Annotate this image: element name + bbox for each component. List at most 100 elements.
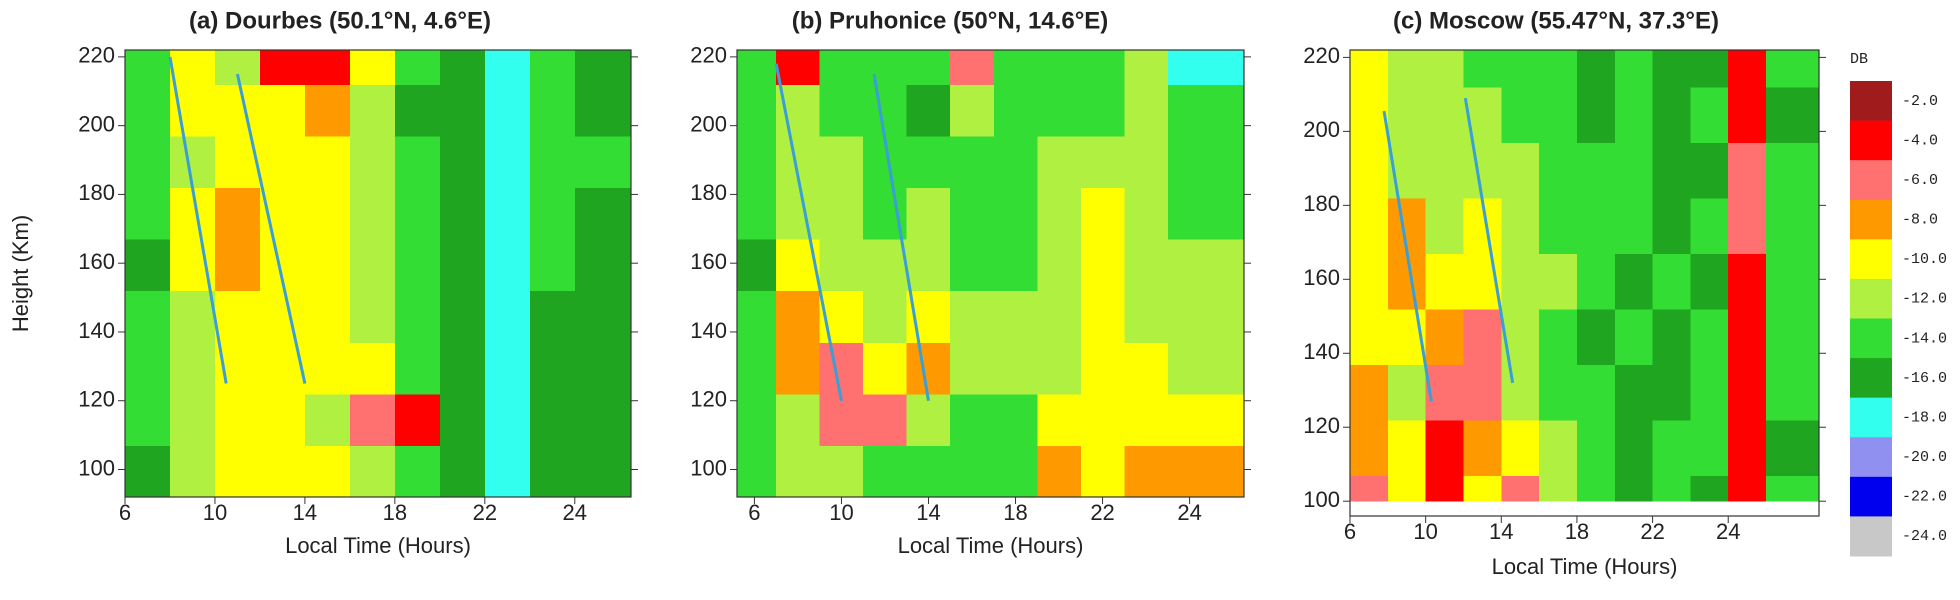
y-tick-label: 220	[78, 43, 115, 68]
heatmap-cell	[1350, 419, 1389, 476]
heatmap-cell	[304, 135, 351, 189]
heatmap-cells	[737, 50, 1245, 498]
x-axis-title: Local Time (Hours)	[898, 533, 1084, 558]
heatmap-cell	[529, 445, 576, 498]
heatmap-cell	[1539, 364, 1578, 421]
heatmap-cell	[1387, 86, 1427, 143]
heatmap-cell	[259, 50, 306, 85]
heatmap-cell	[950, 393, 995, 446]
y-tick-label: 200	[78, 111, 115, 136]
heatmap-cell	[1167, 135, 1245, 189]
heatmap-cell	[1080, 393, 1125, 446]
heatmap-cell	[1124, 135, 1169, 189]
heatmap-cell	[394, 187, 441, 240]
heatmap-cell	[1728, 142, 1767, 199]
heatmap-cell	[394, 84, 441, 137]
y-tick-label: 200	[1303, 117, 1340, 142]
heatmap-cell	[349, 393, 396, 446]
heatmap-cell	[304, 342, 351, 395]
heatmap-cell	[574, 84, 632, 137]
heatmap-cell	[863, 445, 908, 498]
heatmap-cell	[1167, 393, 1245, 446]
heatmap-cell	[439, 84, 486, 137]
heatmap-cell	[484, 239, 531, 292]
x-tick-label: 6	[119, 500, 131, 525]
heatmap-cell	[819, 84, 864, 137]
heatmap-cell	[1728, 308, 1767, 365]
annotation-line	[1382, 110, 1433, 402]
heatmap-cell	[737, 239, 777, 292]
heatmap-cell	[863, 290, 908, 343]
heatmap-cell	[776, 290, 821, 343]
heatmap-cell	[304, 393, 351, 446]
heatmap-cell	[1463, 308, 1502, 365]
x-tick-label: 18	[383, 500, 407, 525]
heatmap-cell	[1576, 308, 1616, 365]
y-tick-label: 220	[690, 43, 727, 68]
heatmap-cell	[950, 84, 995, 137]
y-tick-label: 100	[78, 455, 115, 480]
x-tick-label: 14	[293, 500, 317, 525]
x-tick-label: 22	[1090, 500, 1114, 525]
heatmap-cell	[1463, 475, 1502, 502]
heatmap-cell	[304, 187, 351, 240]
heatmap-cell	[737, 342, 777, 395]
heatmap-cell	[819, 50, 864, 85]
heatmap-cell	[863, 239, 908, 292]
chart-title: (a) Dourbes (50.1°N, 4.6°E)	[189, 7, 491, 34]
colorbar-label: -6.0	[1902, 172, 1938, 189]
heatmap-cell	[1167, 50, 1245, 85]
heatmap-cell	[1463, 364, 1502, 421]
heatmap-cell	[214, 239, 261, 292]
heatmap-cell	[1652, 364, 1691, 421]
y-tick-label: 180	[78, 180, 115, 205]
heatmap-cell	[125, 135, 171, 189]
x-tick-label: 18	[1565, 519, 1589, 544]
heatmap-cell	[125, 342, 171, 395]
heatmap-cell	[863, 84, 908, 137]
heatmap-cell	[349, 135, 396, 189]
heatmap-cell	[1037, 239, 1082, 292]
heatmap-cell	[776, 393, 821, 446]
heatmap-cell	[906, 445, 951, 498]
colorbar-swatch	[1850, 318, 1892, 359]
heatmap-cell	[394, 342, 441, 395]
heatmap-cell	[304, 84, 351, 137]
heatmap-cell	[1690, 253, 1729, 310]
heatmap-cell	[1614, 308, 1654, 365]
heatmap-cell	[737, 290, 777, 343]
heatmap-cell	[1614, 475, 1654, 502]
heatmap-cell	[1425, 364, 1464, 421]
heatmap-cell	[484, 135, 531, 189]
heatmap-cell	[304, 290, 351, 343]
heatmap-cell	[1652, 197, 1691, 254]
heatmap-cell	[1350, 86, 1389, 143]
heatmap-cell	[776, 342, 821, 395]
heatmap-cell	[776, 239, 821, 292]
heatmap-cell	[993, 342, 1038, 395]
heatmap-cell	[349, 239, 396, 292]
heatmap-cell	[529, 393, 576, 446]
heatmap-cell	[574, 187, 632, 240]
heatmap-cell	[349, 342, 396, 395]
annotation-line	[168, 56, 228, 384]
heatmap-cell	[574, 393, 632, 446]
heatmap-cell	[950, 445, 995, 498]
heatmap-cell	[1539, 475, 1578, 502]
colorbar-swatch	[1850, 476, 1892, 517]
heatmap-cell	[1124, 84, 1169, 137]
heatmap-cell	[1690, 419, 1729, 476]
heatmap-cell	[1350, 364, 1389, 421]
heatmap-cell	[349, 445, 396, 498]
colorbar-label: -18.0	[1902, 409, 1947, 426]
colorbar-label: -16.0	[1902, 370, 1947, 387]
heatmap-cell	[1167, 84, 1245, 137]
heatmap-cell	[1728, 419, 1767, 476]
heatmap-cell	[1080, 445, 1125, 498]
colorbar-label: -12.0	[1902, 291, 1947, 308]
heatmap-cell	[1037, 290, 1082, 343]
heatmap-cell	[1350, 308, 1389, 365]
heatmap-cell	[169, 393, 216, 446]
heatmap-cell	[1614, 50, 1654, 88]
heatmap-cell	[950, 50, 995, 85]
